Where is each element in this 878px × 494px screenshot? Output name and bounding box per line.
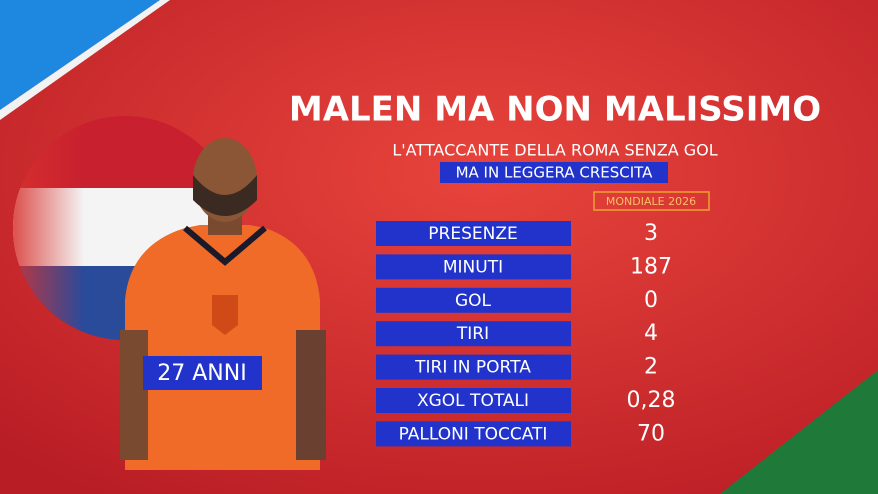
row-label-box xyxy=(376,321,571,347)
player xyxy=(120,138,326,470)
player-age: 27 ANNI xyxy=(157,361,246,386)
column-header: MONDIALE 2026 xyxy=(606,195,696,208)
row-value: 0 xyxy=(644,288,658,313)
corner-green xyxy=(720,370,878,494)
highlight: MA IN LEGGERA CRESCITA xyxy=(456,164,654,182)
row-label-box xyxy=(376,388,571,413)
row-value: 4 xyxy=(644,321,658,346)
age-box xyxy=(143,356,262,390)
row-label: XGOL TOTALI xyxy=(417,391,529,411)
highlight-box xyxy=(440,162,668,183)
row-value: 3 xyxy=(644,221,658,246)
row-label: TIRI xyxy=(456,324,489,344)
row-label: GOL xyxy=(455,291,492,311)
row-label: PRESENZE xyxy=(428,224,517,244)
row-value: 0,28 xyxy=(627,388,676,413)
row-label: MINUTI xyxy=(443,257,503,277)
row-label: PALLONI TOCCATI xyxy=(399,424,548,444)
row-value: 70 xyxy=(637,421,665,446)
stats-table: PRESENZE 3 MINUTI 187 GOL 0 TIRI 4 TIRI IN PORTA… xyxy=(376,221,676,447)
row-value: 2 xyxy=(644,355,658,380)
row-label-box xyxy=(376,254,571,280)
row-label-box xyxy=(376,421,571,447)
row-value: 187 xyxy=(630,254,672,279)
row-label-box xyxy=(376,287,571,313)
row-label-box xyxy=(376,221,571,246)
column-box xyxy=(593,191,710,211)
title: MALEN MA NON MALISSIMO xyxy=(289,90,821,130)
row-label: TIRI IN PORTA xyxy=(414,358,531,378)
corner-stripe xyxy=(0,0,170,120)
subtitle: L'ATTACCANTE DELLA ROMA SENZA GOL xyxy=(392,141,717,160)
row-label-box xyxy=(376,354,571,380)
